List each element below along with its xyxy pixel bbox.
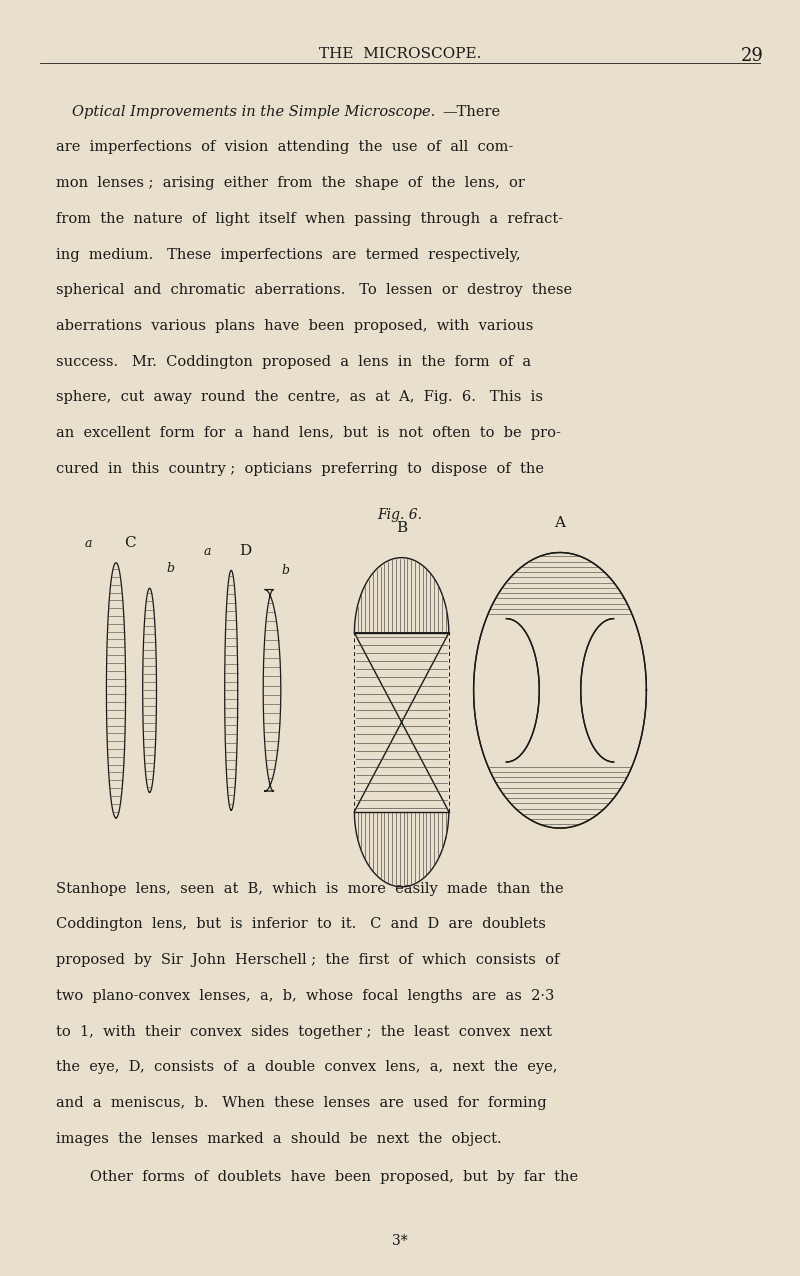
Text: and  a  meniscus,  b.   When  these  lenses  are  used  for  forming: and a meniscus, b. When these lenses are… [56,1096,546,1110]
Text: C: C [125,536,136,550]
Polygon shape [106,563,126,818]
Text: images  the  lenses  marked  a  should  be  next  the  object.: images the lenses marked a should be nex… [56,1132,502,1146]
Text: an  excellent  form  for  a  hand  lens,  but  is  not  often  to  be  pro-: an excellent form for a hand lens, but i… [56,426,561,440]
Text: from  the  nature  of  light  itself  when  passing  through  a  refract-: from the nature of light itself when pas… [56,212,563,226]
Polygon shape [142,588,157,792]
Polygon shape [354,558,449,887]
Text: 29: 29 [741,47,764,65]
Text: —There: —There [442,105,501,119]
Text: D: D [239,544,252,558]
Text: ing  medium.   These  imperfections  are  termed  respectively,: ing medium. These imperfections are term… [56,248,521,262]
Text: Stanhope  lens,  seen  at  B,  which  is  more  easily  made  than  the: Stanhope lens, seen at B, which is more … [56,882,564,896]
Polygon shape [474,619,539,762]
Text: Coddington  lens,  but  is  inferior  to  it.   C  and  D  are  doublets: Coddington lens, but is inferior to it. … [56,917,546,931]
Text: aberrations  various  plans  have  been  proposed,  with  various: aberrations various plans have been prop… [56,319,534,333]
Text: mon  lenses ;  arising  either  from  the  shape  of  the  lens,  or: mon lenses ; arising either from the sha… [56,176,525,190]
Text: Optical Improvements in the Simple Microscope.: Optical Improvements in the Simple Micro… [72,105,435,119]
Text: a: a [85,537,93,550]
Text: b: b [166,563,174,575]
Text: to  1,  with  their  convex  sides  together ;  the  least  convex  next: to 1, with their convex sides together ;… [56,1025,552,1039]
Text: b: b [282,564,290,577]
Text: THE  MICROSCOPE.: THE MICROSCOPE. [319,47,481,61]
Text: two  plano-convex  lenses,  a,  b,  whose  focal  lengths  are  as  2·3: two plano-convex lenses, a, b, whose foc… [56,989,554,1003]
Polygon shape [263,590,281,791]
Text: success.   Mr.  Coddington  proposed  a  lens  in  the  form  of  a: success. Mr. Coddington proposed a lens … [56,355,531,369]
Text: Other  forms  of  doublets  have  been  proposed,  but  by  far  the: Other forms of doublets have been propos… [76,1170,578,1184]
Text: a: a [203,545,211,558]
Polygon shape [474,553,646,828]
Text: 3*: 3* [392,1234,408,1248]
Text: sphere,  cut  away  round  the  centre,  as  at  A,  Fig.  6.   This  is: sphere, cut away round the centre, as at… [56,390,543,404]
Text: cured  in  this  country ;  opticians  preferring  to  dispose  of  the: cured in this country ; opticians prefer… [56,462,544,476]
Text: proposed  by  Sir  John  Herschell ;  the  first  of  which  consists  of: proposed by Sir John Herschell ; the fir… [56,953,559,967]
Text: A: A [554,516,566,530]
Polygon shape [225,570,238,810]
Polygon shape [581,619,646,762]
Text: are  imperfections  of  vision  attending  the  use  of  all  com-: are imperfections of vision attending th… [56,140,514,154]
Text: spherical  and  chromatic  aberrations.   To  lessen  or  destroy  these: spherical and chromatic aberrations. To … [56,283,572,297]
Text: the  eye,  D,  consists  of  a  double  convex  lens,  a,  next  the  eye,: the eye, D, consists of a double convex … [56,1060,558,1074]
Text: B: B [396,521,407,535]
Text: Fig. 6.: Fig. 6. [378,508,422,522]
